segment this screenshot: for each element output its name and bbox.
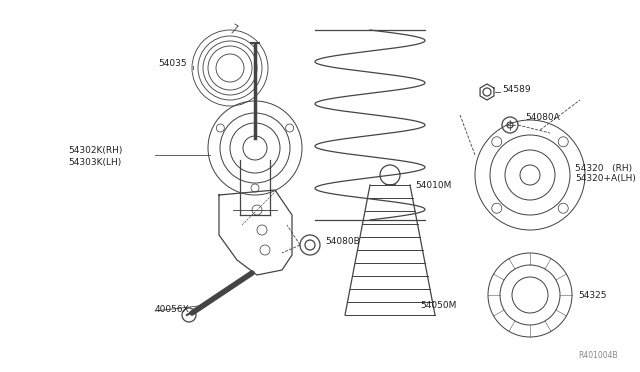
Text: 54303K(LH): 54303K(LH): [68, 157, 121, 167]
Text: R401004B: R401004B: [579, 351, 618, 360]
Text: 54010M: 54010M: [415, 180, 451, 189]
Text: 54080B: 54080B: [325, 237, 360, 247]
Text: 54320   (RH): 54320 (RH): [575, 164, 632, 173]
Text: 54302K(RH): 54302K(RH): [68, 145, 122, 154]
Text: 54050M: 54050M: [420, 301, 456, 310]
Text: 54035: 54035: [158, 60, 187, 68]
Text: 54320+A(LH): 54320+A(LH): [575, 173, 636, 183]
Text: 54080A: 54080A: [525, 113, 560, 122]
Text: 54589: 54589: [502, 86, 531, 94]
Text: 54325: 54325: [578, 291, 607, 299]
Text: 40056X: 40056X: [155, 305, 189, 314]
